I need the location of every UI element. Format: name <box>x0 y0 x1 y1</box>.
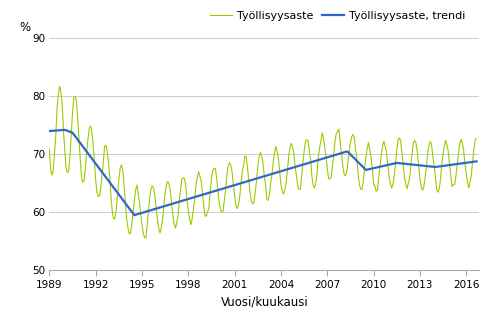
Työllisyysaste <box>103 143 109 147</box>
Line: Työllisyysaste: Työllisyysaste <box>49 86 477 238</box>
Työllisyysaste, trendi <box>192 195 198 199</box>
Työllisyysaste <box>46 148 52 152</box>
Työllisyysaste <box>317 147 323 150</box>
Legend: Työllisyysaste, Työllisyysaste, trendi: Työllisyysaste, Työllisyysaste, trendi <box>210 11 465 21</box>
Työllisyysaste, trendi <box>281 169 287 172</box>
Työllisyysaste, trendi <box>282 168 288 172</box>
Työllisyysaste, trendi <box>131 213 137 217</box>
Työllisyysaste, trendi <box>415 163 421 167</box>
Työllisyysaste, trendi <box>103 176 109 179</box>
Työllisyysaste <box>142 236 148 240</box>
Työllisyysaste, trendi <box>46 129 52 133</box>
Työllisyysaste <box>57 84 63 88</box>
Text: %: % <box>19 21 31 33</box>
Työllisyysaste <box>474 136 480 140</box>
X-axis label: Vuosi/kuukausi: Vuosi/kuukausi <box>220 295 308 308</box>
Työllisyysaste <box>282 188 288 191</box>
Työllisyysaste, trendi <box>474 159 480 163</box>
Työllisyysaste <box>415 162 421 166</box>
Työllisyysaste <box>192 197 198 201</box>
Työllisyysaste, trendi <box>317 158 323 162</box>
Line: Työllisyysaste, trendi: Työllisyysaste, trendi <box>49 130 477 215</box>
Työllisyysaste <box>281 192 287 196</box>
Työllisyysaste, trendi <box>62 128 68 132</box>
